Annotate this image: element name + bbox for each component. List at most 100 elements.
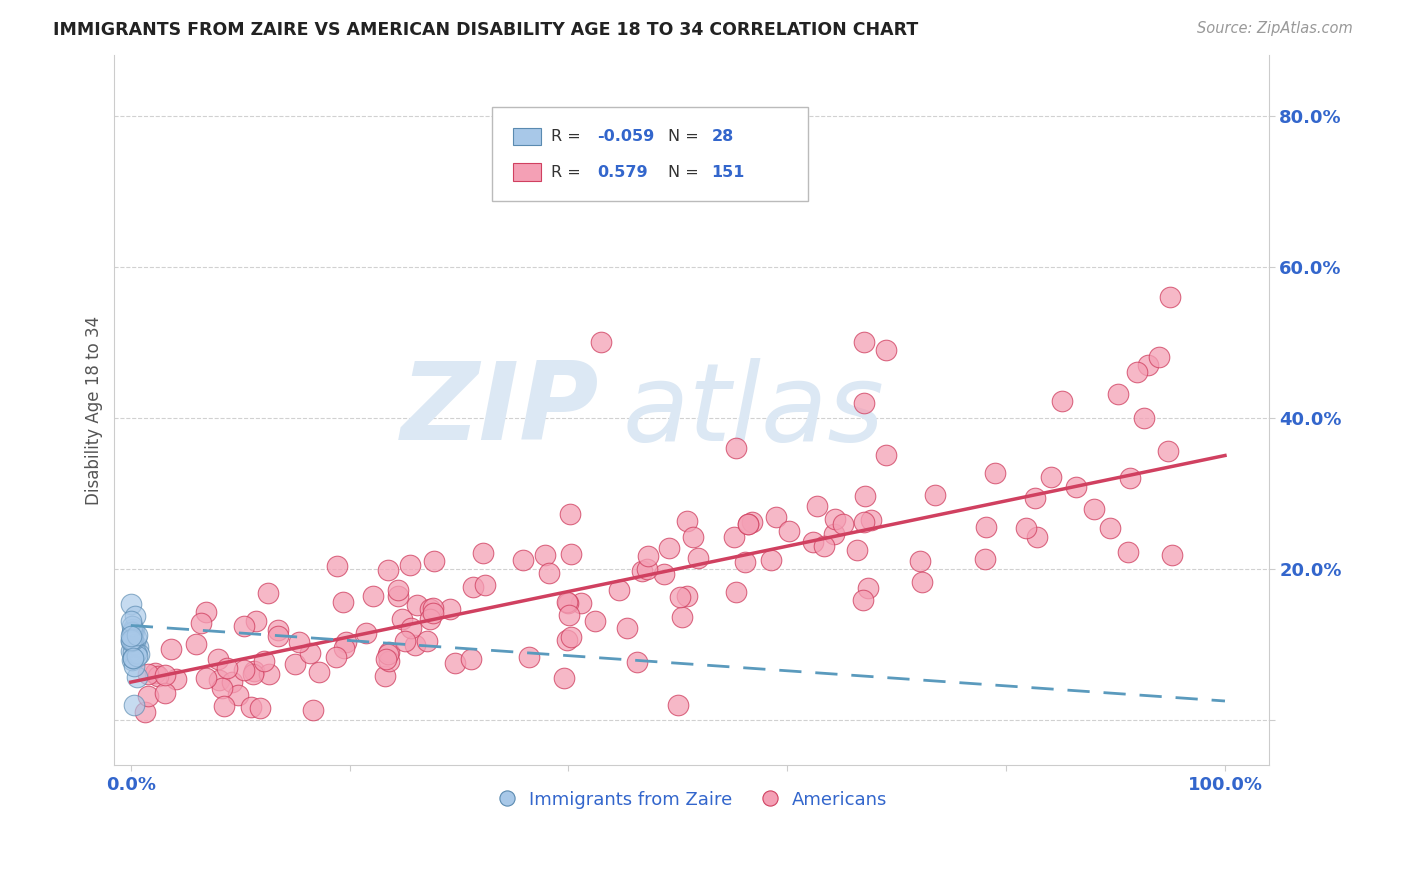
Point: [122, 651, 145, 665]
Point: [676, 589, 699, 603]
Point: [463, 581, 485, 595]
Point: [875, 449, 897, 463]
Point: [387, 582, 409, 597]
Point: [361, 589, 384, 603]
Point: [1116, 545, 1139, 559]
Point: [121, 626, 143, 640]
Point: [406, 599, 429, 613]
Point: [122, 632, 145, 647]
Point: [560, 508, 582, 522]
Point: [356, 626, 378, 640]
Point: [1159, 290, 1181, 304]
Point: [208, 673, 231, 687]
Text: ZIP: ZIP: [401, 357, 599, 463]
Point: [121, 597, 143, 611]
Point: [136, 690, 159, 704]
Point: [125, 628, 148, 642]
Point: [121, 624, 143, 639]
Point: [394, 633, 416, 648]
Point: [143, 666, 166, 681]
Text: atlas: atlas: [623, 358, 884, 463]
Point: [124, 608, 146, 623]
Point: [607, 583, 630, 598]
Point: [439, 602, 461, 616]
Point: [233, 664, 256, 678]
Point: [658, 541, 681, 555]
Point: [443, 656, 465, 670]
Point: [153, 686, 176, 700]
Point: [474, 577, 496, 591]
Point: [233, 619, 256, 633]
Point: [335, 635, 357, 649]
Point: [120, 644, 142, 658]
Point: [472, 546, 495, 560]
Point: [538, 566, 561, 581]
Point: [852, 335, 875, 350]
Text: R =: R =: [551, 129, 586, 144]
Point: [121, 653, 143, 667]
Point: [399, 621, 422, 635]
Point: [875, 343, 897, 357]
Point: [160, 641, 183, 656]
Point: [555, 633, 578, 648]
Point: [124, 637, 146, 651]
Point: [737, 516, 759, 531]
Point: [134, 706, 156, 720]
Point: [332, 641, 354, 656]
Text: 151: 151: [711, 165, 745, 179]
Point: [1119, 471, 1142, 485]
Point: [1107, 386, 1129, 401]
Point: [1064, 480, 1087, 494]
Point: [512, 553, 534, 567]
Point: [860, 513, 883, 527]
Point: [823, 527, 845, 541]
Point: [852, 395, 875, 409]
Point: [1024, 491, 1046, 506]
Point: [245, 614, 267, 628]
Point: [240, 700, 263, 714]
Point: [765, 510, 787, 524]
Point: [911, 575, 934, 590]
Point: [125, 649, 148, 664]
Point: [1149, 351, 1171, 365]
Point: [211, 681, 233, 695]
Point: [591, 335, 613, 350]
Point: [761, 553, 783, 567]
Point: [124, 659, 146, 673]
Point: [517, 650, 540, 665]
Point: [422, 607, 444, 621]
Point: [125, 670, 148, 684]
Text: R =: R =: [551, 165, 586, 179]
Point: [734, 555, 756, 569]
Point: [1050, 393, 1073, 408]
Point: [127, 640, 149, 654]
Text: N =: N =: [668, 129, 704, 144]
Point: [186, 637, 208, 651]
Point: [1015, 521, 1038, 535]
Point: [423, 554, 446, 568]
Point: [125, 647, 148, 661]
Point: [416, 634, 439, 648]
Point: [832, 516, 855, 531]
Point: [122, 622, 145, 636]
Point: [122, 698, 145, 712]
Point: [375, 651, 398, 665]
Point: [852, 593, 875, 607]
Point: [125, 631, 148, 645]
Point: [136, 666, 159, 681]
Point: [374, 668, 396, 682]
Point: [725, 585, 748, 599]
Point: [1137, 358, 1160, 372]
Point: [1083, 502, 1105, 516]
Point: [675, 514, 697, 528]
Point: [460, 652, 482, 666]
Point: [534, 549, 557, 563]
Point: [666, 698, 689, 712]
Point: [924, 488, 946, 502]
Point: [326, 558, 349, 573]
Point: [221, 675, 243, 690]
Point: [583, 614, 606, 628]
Legend: Immigrants from Zaire, Americans: Immigrants from Zaire, Americans: [489, 783, 894, 816]
Point: [1098, 521, 1121, 535]
Point: [419, 612, 441, 626]
